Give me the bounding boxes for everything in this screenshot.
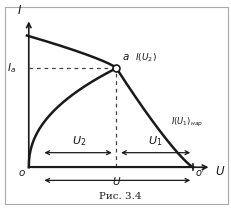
Text: $o$: $o$: [18, 168, 25, 178]
Text: $U_2$: $U_2$: [72, 134, 86, 148]
Text: $I_a$: $I_a$: [7, 61, 16, 75]
Text: $U$: $U$: [112, 175, 121, 187]
Text: $I(U_2)$: $I(U_2)$: [135, 52, 156, 64]
Text: $I$: $I$: [17, 4, 22, 17]
Text: $o'$: $o'$: [195, 167, 205, 179]
Text: $I(U_1)_{нар}$: $I(U_1)_{нар}$: [171, 116, 203, 129]
Text: $U_1$: $U_1$: [148, 134, 162, 148]
Text: $a$: $a$: [122, 52, 130, 62]
Text: $U$: $U$: [215, 165, 225, 178]
Text: Рис. 3.4: Рис. 3.4: [99, 192, 141, 201]
